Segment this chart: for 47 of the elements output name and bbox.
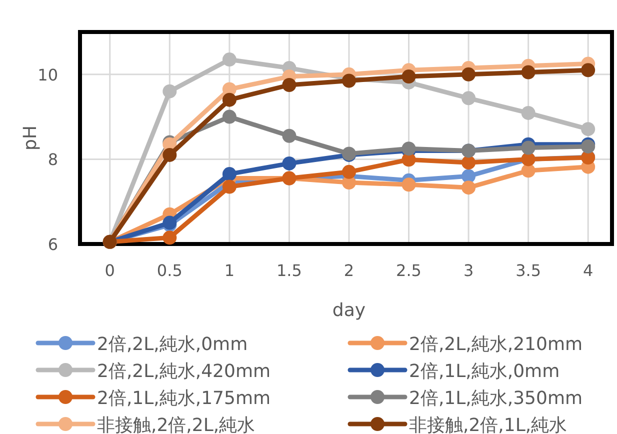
legend-label: 2倍,1L,純水,350mm xyxy=(409,388,583,409)
legend-label: 2倍,2L,純水,420mm xyxy=(97,361,271,382)
x-tick-label: 2 xyxy=(344,261,354,280)
x-tick-label: 4 xyxy=(582,261,594,280)
y-tick-label: 10 xyxy=(38,65,58,84)
point xyxy=(282,128,296,143)
point xyxy=(521,106,536,120)
x-tick-label: 0 xyxy=(104,261,115,280)
point xyxy=(222,92,236,107)
point xyxy=(462,91,476,106)
y-tick-label: 6 xyxy=(48,235,58,254)
point xyxy=(342,164,356,179)
point xyxy=(462,180,476,195)
point xyxy=(462,156,476,170)
point xyxy=(581,122,596,136)
x-tick-label: 3.5 xyxy=(516,261,542,280)
legend-label: 2倍,1L,純水,0mm xyxy=(409,361,560,382)
legend-label: 非接触,2倍,1L,純水 xyxy=(409,415,568,434)
point xyxy=(521,65,536,80)
legend-label: 2倍,2L,純水,0mm xyxy=(97,334,248,355)
point xyxy=(222,167,236,182)
point xyxy=(162,84,177,98)
point xyxy=(462,67,476,82)
point xyxy=(282,78,296,92)
point xyxy=(222,110,236,124)
point xyxy=(222,52,236,67)
point xyxy=(162,148,177,162)
point xyxy=(402,70,416,84)
x-tick-label: 2.5 xyxy=(396,261,422,280)
legend-label: 非接触,2倍,2L,純水 xyxy=(97,415,256,434)
point xyxy=(162,230,177,245)
legend-label: 2倍,2L,純水,210mm xyxy=(409,334,583,355)
y-tick-label: 8 xyxy=(48,150,58,170)
point xyxy=(462,169,476,184)
x-tick-label: 1.5 xyxy=(276,261,302,280)
x-tick-label: 0.5 xyxy=(156,261,182,280)
y-axis-title: pH xyxy=(20,126,41,150)
point xyxy=(521,164,536,178)
x-axis-title: day xyxy=(332,300,366,321)
x-tick-label: 1 xyxy=(224,261,235,280)
point xyxy=(402,178,416,192)
point xyxy=(521,140,536,155)
point xyxy=(282,156,296,170)
point xyxy=(222,180,236,194)
point xyxy=(581,63,596,78)
x-tick-label: 3 xyxy=(463,261,474,280)
legend-label: 2倍,1L,純水,175mm xyxy=(97,388,271,409)
